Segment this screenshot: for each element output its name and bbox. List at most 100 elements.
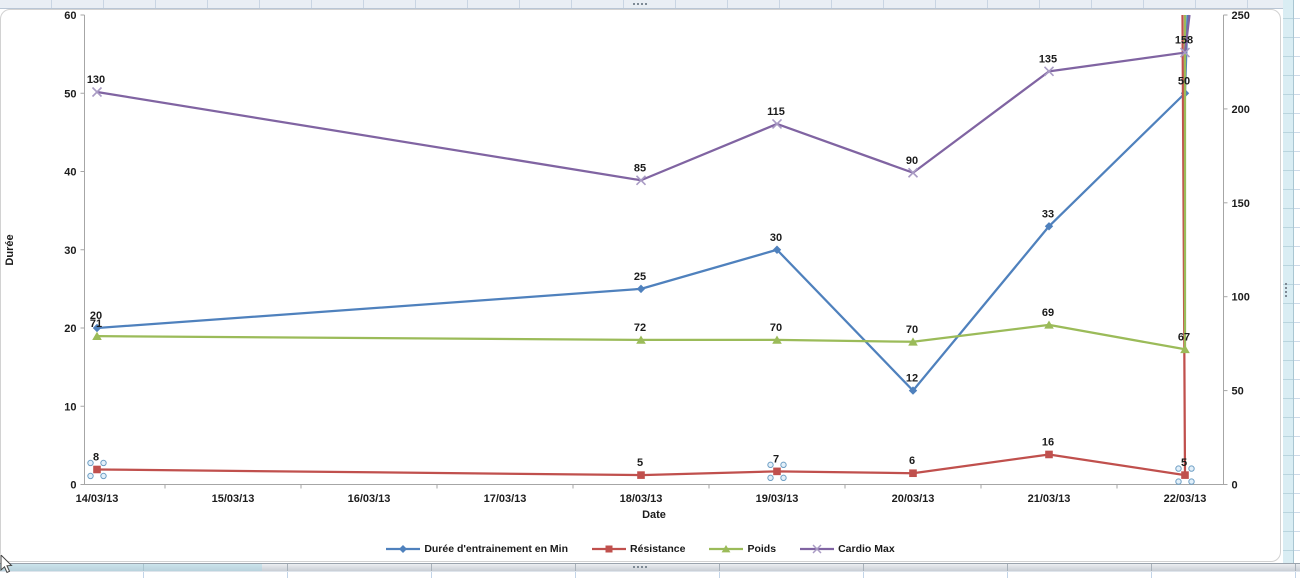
chart-selection-handle-bottom[interactable] bbox=[633, 566, 647, 568]
x-axis-tick-label: 14/03/13 bbox=[76, 493, 119, 505]
x-axis-tick-label: 17/03/13 bbox=[484, 493, 527, 505]
data-point-marker[interactable] bbox=[772, 245, 782, 254]
right-axis-tick-label: 200 bbox=[1232, 104, 1250, 116]
data-point-marker[interactable] bbox=[909, 469, 917, 478]
data-point-marker[interactable] bbox=[92, 331, 102, 340]
data-point-marker[interactable] bbox=[91, 86, 103, 98]
point-selection-handle[interactable] bbox=[87, 472, 94, 480]
legend-item-r-sistance[interactable]: Résistance bbox=[592, 543, 685, 555]
data-label: 8 bbox=[93, 451, 99, 463]
data-point-marker[interactable] bbox=[773, 467, 781, 476]
spreadsheet-column-highlight[interactable] bbox=[1283, 0, 1294, 578]
series-poids[interactable] bbox=[92, 15, 1190, 354]
data-label: 158 bbox=[1175, 35, 1193, 47]
point-selection-handles bbox=[87, 459, 1195, 485]
point-selection-handle[interactable] bbox=[780, 461, 787, 469]
data-point-marker[interactable] bbox=[907, 167, 919, 178]
square-marker-icon bbox=[592, 545, 627, 553]
data-label: 115 bbox=[767, 106, 785, 118]
spreadsheet-row-bottom-1[interactable] bbox=[0, 563, 1300, 571]
data-label: 50 bbox=[1178, 75, 1190, 87]
data-point-marker[interactable] bbox=[93, 465, 101, 474]
data-label: 70 bbox=[770, 322, 782, 334]
point-selection-handle[interactable] bbox=[1175, 478, 1182, 485]
series-r-sistance[interactable] bbox=[93, 14, 1189, 479]
data-point-marker[interactable] bbox=[771, 118, 783, 129]
point-selection-handle[interactable] bbox=[1188, 478, 1195, 485]
data-point-marker[interactable] bbox=[636, 284, 646, 294]
point-selection-handle[interactable] bbox=[1188, 465, 1195, 472]
legend-item-dur-e-d-entrainement-en-min[interactable]: Durée d'entrainement en Min bbox=[386, 543, 568, 555]
x-axis-tick-label: 20/03/13 bbox=[892, 493, 935, 505]
data-point-marker[interactable] bbox=[635, 175, 647, 186]
data-label: 71 bbox=[90, 318, 102, 330]
x-axis-tick-label: 15/03/13 bbox=[212, 493, 255, 505]
chart-legend[interactable]: Durée d'entrainement en Min Résistance Poi… bbox=[1, 542, 1280, 556]
chart-selection-handle-right[interactable] bbox=[1285, 283, 1287, 297]
x-axis-tick-label: 18/03/13 bbox=[620, 493, 663, 505]
legend-item-poids[interactable]: Poids bbox=[709, 543, 776, 555]
left-axis-tick-label: 40 bbox=[64, 167, 76, 179]
data-point-marker[interactable] bbox=[1044, 320, 1054, 329]
data-label: 25 bbox=[634, 271, 646, 283]
x-axis-tick-label: 19/03/13 bbox=[756, 493, 799, 505]
chart-plot-svg[interactable]: 0 10 20 30 40 50 60 0 50 100 150 200 250 14/03/13 15/0… bbox=[1, 10, 1280, 561]
x-axis-tick-label: 22/03/13 bbox=[1164, 493, 1207, 505]
left-axis-tick-label: 30 bbox=[64, 245, 76, 257]
point-selection-handle[interactable] bbox=[1175, 465, 1182, 472]
data-label: 67 bbox=[1178, 331, 1190, 343]
data-point-marker[interactable] bbox=[1181, 471, 1189, 479]
data-label: 33 bbox=[1042, 208, 1054, 220]
data-label: 72 bbox=[634, 322, 646, 334]
legend-label: Poids bbox=[747, 543, 777, 555]
data-point-marker[interactable] bbox=[1044, 222, 1054, 231]
data-label: 7 bbox=[773, 453, 779, 465]
excel-chart-object[interactable]: 0 10 20 30 40 50 60 0 50 100 150 200 250 14/03/13 15/0… bbox=[0, 9, 1281, 562]
spreadsheet-row-top[interactable] bbox=[0, 0, 1300, 9]
spreadsheet-cell-tint bbox=[0, 564, 262, 571]
point-selection-handle[interactable] bbox=[87, 459, 94, 467]
data-point-marker[interactable] bbox=[92, 323, 102, 333]
series-cardio-max[interactable] bbox=[91, 14, 1191, 186]
data-point-marker[interactable] bbox=[637, 471, 645, 479]
legend-label: Cardio Max bbox=[838, 543, 895, 555]
data-point-marker[interactable] bbox=[1045, 450, 1053, 459]
data-label: 69 bbox=[1042, 307, 1054, 319]
point-selection-handle[interactable] bbox=[767, 474, 774, 482]
right-axis-tick-label: 100 bbox=[1232, 292, 1250, 304]
series-line[interactable] bbox=[96, 15, 1187, 351]
point-selection-handle[interactable] bbox=[767, 461, 774, 469]
diamond-marker-icon bbox=[386, 545, 421, 553]
series-line[interactable] bbox=[96, 14, 1189, 392]
series-line[interactable] bbox=[96, 14, 1191, 182]
left-axis-tick-label: 0 bbox=[70, 480, 76, 492]
data-point-marker[interactable] bbox=[908, 386, 918, 395]
mouse-arrow-cursor bbox=[0, 555, 13, 574]
data-label: 70 bbox=[906, 324, 918, 336]
data-point-marker[interactable] bbox=[1180, 344, 1190, 354]
data-label: 5 bbox=[1181, 457, 1187, 469]
x-axis-title: Date bbox=[642, 509, 666, 521]
data-label: 5 bbox=[637, 457, 643, 469]
point-selection-handle[interactable] bbox=[100, 472, 107, 480]
series-line[interactable] bbox=[96, 14, 1187, 477]
data-point-marker[interactable] bbox=[1179, 47, 1191, 58]
data-point-marker[interactable] bbox=[636, 335, 646, 344]
spreadsheet-row-bottom-2[interactable] bbox=[0, 571, 1300, 578]
data-point-marker[interactable] bbox=[1043, 66, 1055, 77]
legend-label: Résistance bbox=[630, 543, 686, 555]
data-point-marker[interactable] bbox=[908, 337, 918, 346]
data-label: 12 bbox=[906, 373, 918, 385]
point-selection-handle[interactable] bbox=[780, 474, 787, 482]
left-axis-tick-label: 20 bbox=[64, 323, 76, 335]
point-selection-handle[interactable] bbox=[100, 459, 107, 467]
legend-item-cardio-max[interactable]: Cardio Max bbox=[800, 543, 895, 555]
right-axis-tick-label: 250 bbox=[1232, 10, 1250, 22]
legend-label: Durée d'entrainement en Min bbox=[424, 543, 569, 555]
chart-selection-handle-top[interactable] bbox=[633, 3, 647, 5]
data-point-marker[interactable] bbox=[772, 335, 782, 344]
right-axis-tick-label: 150 bbox=[1232, 198, 1250, 210]
right-axis-tick-label: 50 bbox=[1232, 386, 1244, 398]
x-axis-tick-label: 16/03/13 bbox=[348, 493, 391, 505]
